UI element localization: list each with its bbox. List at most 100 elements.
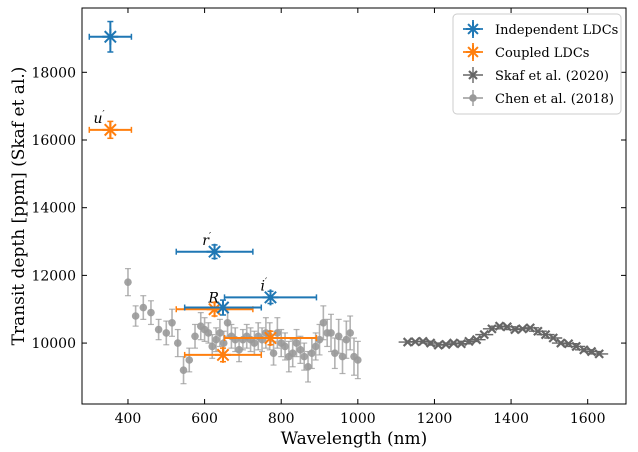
- skaf-point: [464, 336, 474, 347]
- legend-marker: [466, 22, 480, 36]
- chen-point: [331, 349, 339, 358]
- chen-point: [191, 332, 199, 341]
- legend-marker: [468, 70, 478, 80]
- star-marker: [102, 121, 119, 138]
- y-tick-label: 16000: [31, 133, 76, 149]
- annotation-label: i′: [261, 278, 268, 295]
- chen-point: [250, 339, 259, 347]
- skaf-point: [571, 341, 581, 352]
- chen-point: [168, 318, 176, 327]
- data-layer: [88, 20, 609, 385]
- annotation-prime: ′: [265, 278, 267, 288]
- legend-entry: Coupled LDCs: [463, 43, 589, 61]
- chen-point: [173, 339, 182, 347]
- skaf-point: [418, 336, 428, 347]
- chen-point: [346, 329, 354, 337]
- skaf-point: [517, 324, 528, 334]
- skaf-point: [594, 349, 604, 359]
- legend-label: Skaf et al. (2020): [495, 69, 609, 84]
- chen-point: [292, 339, 301, 347]
- y-tick-label: 14000: [31, 201, 76, 217]
- legend: Independent LDCs Coupled LDCs Skaf et al. …: [452, 13, 622, 115]
- chen-point: [288, 349, 297, 358]
- y-tick-label: 12000: [31, 268, 76, 284]
- skaf-point: [479, 329, 490, 340]
- independent-point: [175, 243, 254, 260]
- x-tick-label: 1400: [493, 411, 529, 427]
- star-marker: [262, 289, 279, 306]
- chen-point: [208, 342, 217, 351]
- chen-point: [216, 329, 224, 337]
- chen-point: [235, 346, 243, 354]
- independent-point: [183, 299, 263, 316]
- chen-point: [311, 342, 320, 351]
- skaf-point: [579, 345, 589, 355]
- independent-point: [223, 289, 318, 306]
- legend-entry: Skaf et al. (2020): [463, 67, 609, 84]
- chen-point: [342, 335, 351, 344]
- skaf-point: [525, 323, 536, 333]
- coupled-point: [88, 120, 133, 140]
- chen-point: [319, 318, 328, 327]
- chen-point: [308, 349, 316, 358]
- star-marker: [206, 301, 223, 318]
- legend-entry: Independent LDCs: [463, 20, 618, 38]
- chen-point: [219, 339, 228, 347]
- chen-point: [131, 312, 140, 320]
- skaf-point: [441, 339, 451, 350]
- chen-point: [204, 329, 213, 337]
- annotation-layer: u′ r′ Ri′: [93, 110, 267, 306]
- chen-point: [147, 308, 155, 317]
- star-marker: [214, 299, 231, 316]
- x-tick-label: 1200: [417, 411, 453, 427]
- chen-point: [179, 366, 188, 374]
- annotation-prime: ′: [103, 110, 105, 120]
- coupled-point: [183, 346, 263, 363]
- chen-point: [300, 352, 308, 361]
- chen-point: [304, 362, 312, 371]
- skaf-point: [533, 326, 543, 337]
- y-tick-label: 18000: [31, 65, 76, 81]
- star-marker: [262, 330, 279, 346]
- legend-box: [452, 13, 622, 115]
- chen-point: [338, 352, 347, 361]
- x-tick-label: 1600: [570, 411, 606, 427]
- independent-point: [88, 20, 133, 53]
- star-marker: [214, 346, 231, 363]
- chen-point: [296, 346, 305, 354]
- legend-label: Independent LDCs: [495, 23, 618, 38]
- x-tick-label: 1000: [340, 411, 376, 427]
- skaf-point: [540, 329, 551, 340]
- chen-point: [212, 335, 220, 344]
- y-axis-label: Transit depth [ppm] (Skaf et al.): [9, 67, 29, 346]
- legend-entry: Chen et al. (2018): [463, 90, 614, 107]
- series-3: [124, 268, 362, 385]
- coupled-point: [223, 330, 318, 346]
- chen-point: [139, 303, 148, 312]
- series-0: [88, 20, 318, 316]
- chen-point: [334, 332, 343, 341]
- chen-point: [223, 318, 232, 327]
- chen-point: [269, 349, 278, 358]
- legend-label: Chen et al. (2018): [495, 92, 614, 107]
- annotation-label: R: [207, 290, 219, 306]
- legend-marker: [466, 45, 480, 59]
- plot-frame: [81, 7, 627, 405]
- annotation-label: r′: [202, 232, 211, 249]
- legend-label: Coupled LDCs: [495, 46, 589, 61]
- series-2: [398, 321, 609, 359]
- legend-marker: [469, 94, 477, 102]
- star-marker: [102, 28, 119, 45]
- x-axis-label: Wavelength (nm): [281, 429, 428, 449]
- x-tick-label: 600: [191, 411, 218, 427]
- skaf-point: [471, 334, 482, 345]
- chen-point: [315, 335, 324, 344]
- series-1: [88, 120, 318, 363]
- star-marker: [206, 243, 223, 260]
- annotation-prime: ′: [209, 232, 211, 242]
- skaf-point: [548, 333, 558, 343]
- chen-point: [327, 329, 335, 337]
- axes: 400 600 800 1000 1200 1400 1600 10000 12000 14000…: [31, 7, 627, 427]
- chen-point: [185, 356, 194, 364]
